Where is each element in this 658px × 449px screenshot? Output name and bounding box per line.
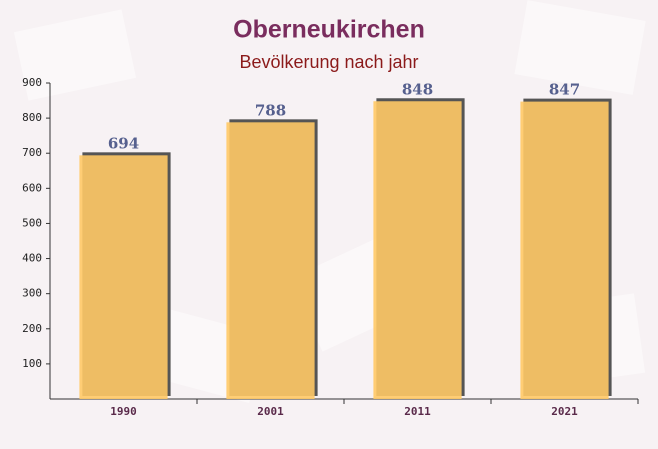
y-tick-label: 100: [22, 357, 42, 370]
y-tick-label: 300: [22, 287, 42, 300]
x-tick-label: 1990: [110, 405, 137, 418]
chart-title: Oberneukirchen: [233, 16, 425, 44]
bar: [373, 101, 462, 399]
y-tick-label: 500: [22, 216, 42, 229]
bar: [79, 155, 168, 399]
y-tick-label: 400: [22, 252, 42, 265]
bar: [520, 101, 609, 399]
x-tick-label: 2001: [257, 405, 284, 418]
value-label: 847: [549, 81, 580, 99]
y-tick-label: 600: [22, 181, 42, 194]
value-label: 694: [108, 134, 139, 152]
value-label: 788: [255, 101, 286, 119]
y-tick-label: 900: [22, 76, 42, 89]
chart-subtitle: Bevölkerung nach jahr: [239, 52, 418, 72]
y-tick-label: 700: [22, 146, 42, 159]
x-tick-label: 2011: [404, 405, 431, 418]
value-label: 848: [402, 80, 433, 98]
bar: [226, 122, 315, 399]
x-tick-label: 2021: [551, 405, 578, 418]
y-tick-label: 200: [22, 322, 42, 335]
y-tick-label: 800: [22, 111, 42, 124]
